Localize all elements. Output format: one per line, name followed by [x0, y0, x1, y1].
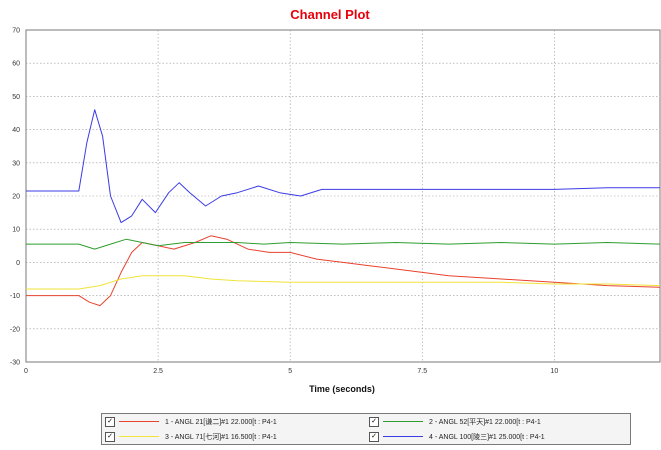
legend-item-4: ✓ 4 - ANGL 100[陵三]#1 25.000[t : P4-1: [366, 429, 630, 444]
y-tick-label: 0: [16, 260, 20, 267]
y-axis-ticks: 70 60 50 40 30 20 10 0 -10 -20 -30: [10, 28, 20, 367]
chart-title: Channel Plot: [290, 7, 370, 22]
x-tick-label: 2.5: [153, 368, 163, 375]
legend-checkbox-4[interactable]: ✓: [369, 431, 379, 442]
y-tick-label: 20: [12, 194, 20, 201]
y-tick-label: 50: [12, 94, 20, 101]
x-axis-ticks: 0 2.5 5 7.5 10: [24, 368, 558, 375]
y-tick-label: -30: [10, 360, 20, 367]
y-tick-label: 70: [12, 28, 20, 35]
legend-checkbox-1[interactable]: ✓: [105, 416, 115, 427]
legend-swatch-4: [383, 436, 423, 437]
legend-swatch-3: [119, 436, 159, 437]
legend-swatch-2: [383, 421, 423, 422]
legend-label-4: 4 - ANGL 100[陵三]#1 25.000[t : P4-1: [429, 433, 545, 441]
legend-swatch-1: [119, 421, 159, 422]
legend-label-1: 1 - ANGL 21[谦二]#1 22.000[t : P4-1: [165, 418, 277, 426]
x-tick-label: 5: [288, 368, 292, 375]
legend-checkbox-2[interactable]: ✓: [369, 416, 379, 427]
legend-item-3: ✓ 3 - ANGL 71[七河]#1 16.500[t : P4-1: [102, 429, 366, 444]
legend: ✓ 1 - ANGL 21[谦二]#1 22.000[t : P4-1 ✓ 2 - A…: [101, 413, 631, 445]
x-tick-label: 10: [550, 368, 558, 375]
series-line-3: [26, 275, 661, 290]
x-tick-label: 0: [24, 368, 28, 375]
grid-lines: [26, 30, 660, 362]
y-tick-label: -20: [10, 326, 20, 333]
channel-plot-chart: 70 60 50 40 30 20 10 0 -10 -20 -30 0 2.5 5 7.5 10 Chan…: [10, 7, 661, 394]
legend-label-2: 2 - ANGL 52[平天]#1 22.000[t : P4-1: [429, 418, 541, 426]
series-line-1: [26, 235, 661, 307]
legend-item-1: ✓ 1 - ANGL 21[谦二]#1 22.000[t : P4-1: [102, 414, 366, 429]
y-tick-label: 60: [12, 61, 20, 68]
x-axis-label: Time (seconds): [309, 384, 375, 394]
legend-item-2: ✓ 2 - ANGL 52[平天]#1 22.000[t : P4-1: [366, 414, 630, 429]
series-layer: [26, 109, 661, 307]
legend-checkbox-3[interactable]: ✓: [105, 431, 115, 442]
y-tick-label: 10: [12, 227, 20, 234]
y-tick-label: 40: [12, 127, 20, 134]
y-tick-label: 30: [12, 160, 20, 167]
series-line-2: [26, 238, 661, 250]
series-line-4: [26, 109, 660, 224]
x-tick-label: 7.5: [417, 368, 427, 375]
legend-label-3: 3 - ANGL 71[七河]#1 16.500[t : P4-1: [165, 433, 277, 441]
y-tick-label: -10: [10, 293, 20, 300]
